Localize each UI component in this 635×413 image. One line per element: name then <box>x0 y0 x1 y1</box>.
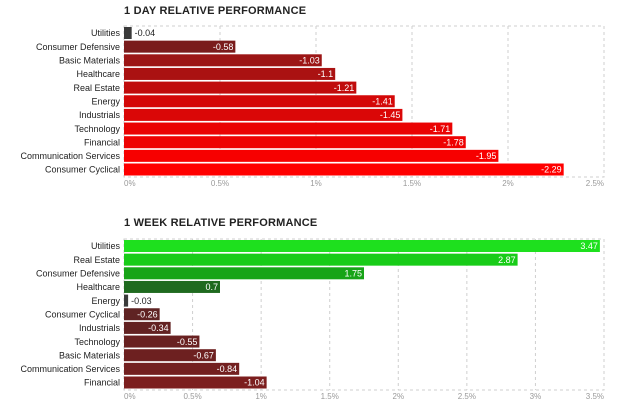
bar-value-label-1-week: 2.87 <box>498 255 516 265</box>
chart-title-1-day: 1 DAY RELATIVE PERFORMANCE <box>124 5 307 17</box>
bar-value-label-1-day: -1.21 <box>334 83 355 93</box>
plot-frame-1-day <box>123 25 605 178</box>
x-tick-label-1-day: 1.5% <box>403 179 421 188</box>
category-label-1-week: Basic Materials <box>59 350 121 360</box>
category-label-1-day: Energy <box>91 96 120 106</box>
x-tick-label-1-day: 2% <box>502 179 514 188</box>
bar-1-day <box>124 163 564 176</box>
bar-value-label-1-day: -1.03 <box>299 56 320 66</box>
bar-1-week <box>124 335 200 348</box>
bar-1-week <box>124 294 129 307</box>
category-label-1-day: Utilities <box>91 28 121 38</box>
bar-1-week <box>124 308 160 321</box>
category-label-1-day: Communication Services <box>20 151 120 161</box>
category-label-1-week: Consumer Defensive <box>36 269 120 279</box>
bar-value-label-1-day: -1.41 <box>372 96 393 106</box>
plot-frame-1-week <box>123 238 605 391</box>
category-label-1-week: Real Estate <box>73 255 120 265</box>
x-tick-label-1-day: 2.5% <box>586 179 604 188</box>
bar-value-label-1-week: -0.03 <box>131 296 152 306</box>
bar-value-label-1-week: -0.26 <box>137 309 158 319</box>
bar-value-label-1-day: -0.04 <box>135 28 156 38</box>
bar-1-day <box>124 54 322 67</box>
bar-1-day <box>124 40 236 53</box>
chart-title-1-week: 1 WEEK RELATIVE PERFORMANCE <box>124 217 318 229</box>
bar-1-day <box>124 67 336 80</box>
x-tick-label-1-day: 1% <box>310 179 322 188</box>
category-label-1-week: Technology <box>74 337 120 347</box>
category-label-1-week: Energy <box>91 296 120 306</box>
category-label-1-day: Basic Materials <box>59 56 121 66</box>
bar-value-label-1-week: 0.7 <box>205 282 218 292</box>
bar-value-label-1-day: -0.58 <box>213 42 234 52</box>
bar-1-day <box>124 122 453 135</box>
bar-1-week <box>124 253 518 266</box>
bar-1-day <box>124 95 395 108</box>
x-tick-label-1-week: 1% <box>255 392 267 401</box>
bar-value-label-1-week: -0.34 <box>148 323 169 333</box>
bar-1-day <box>124 27 132 39</box>
bar-value-label-1-week: -0.84 <box>217 364 238 374</box>
bar-1-day <box>124 81 357 94</box>
bar-1-day <box>124 149 499 162</box>
bar-1-day <box>124 108 403 121</box>
category-label-1-week: Healthcare <box>76 282 120 292</box>
category-label-1-week: Financial <box>84 378 120 388</box>
category-label-1-week: Industrials <box>79 323 121 333</box>
bar-value-label-1-week: -0.55 <box>177 337 198 347</box>
category-label-1-week: Consumer Cyclical <box>45 309 120 319</box>
bar-value-label-1-day: -1.78 <box>443 137 464 147</box>
bar-1-week <box>124 362 240 375</box>
category-label-1-week: Utilities <box>91 241 121 251</box>
bar-1-week <box>124 376 267 389</box>
x-tick-label-1-week: 2% <box>393 392 405 401</box>
x-tick-label-1-week: 1.5% <box>321 392 339 401</box>
bar-value-label-1-day: -2.29 <box>541 165 562 175</box>
bar-value-label-1-day: -1.95 <box>476 151 497 161</box>
x-tick-label-1-day: 0.5% <box>211 179 229 188</box>
category-label-1-day: Healthcare <box>76 69 120 79</box>
bar-value-label-1-week: -1.04 <box>244 378 265 388</box>
x-tick-label-1-week: 0.5% <box>183 392 201 401</box>
bar-1-week <box>124 267 364 280</box>
bar-value-label-1-day: -1.45 <box>380 110 401 120</box>
category-label-1-week: Communication Services <box>20 364 120 374</box>
x-tick-label-1-week: 2.5% <box>458 392 476 401</box>
bar-value-label-1-week: -0.67 <box>193 350 214 360</box>
bar-1-week <box>124 321 171 334</box>
category-label-1-day: Industrials <box>79 110 121 120</box>
bar-1-week <box>124 240 600 252</box>
category-label-1-day: Consumer Cyclical <box>45 165 120 175</box>
bar-value-label-1-day: -1.1 <box>318 69 334 79</box>
bar-1-week <box>124 280 220 293</box>
bar-value-label-1-week: 3.47 <box>580 241 598 251</box>
x-tick-label-1-week: 3% <box>530 392 542 401</box>
x-tick-label-1-day: 0% <box>124 179 136 188</box>
bar-1-week <box>124 349 216 362</box>
category-label-1-day: Financial <box>84 137 120 147</box>
x-tick-label-1-week: 3.5% <box>586 392 604 401</box>
bar-value-label-1-week: 1.75 <box>344 269 362 279</box>
category-label-1-day: Consumer Defensive <box>36 42 120 52</box>
x-tick-label-1-week: 0% <box>124 392 136 401</box>
bar-value-label-1-day: -1.71 <box>430 124 451 134</box>
category-label-1-day: Technology <box>74 124 120 134</box>
category-label-1-day: Real Estate <box>73 83 120 93</box>
bar-1-day <box>124 136 466 149</box>
